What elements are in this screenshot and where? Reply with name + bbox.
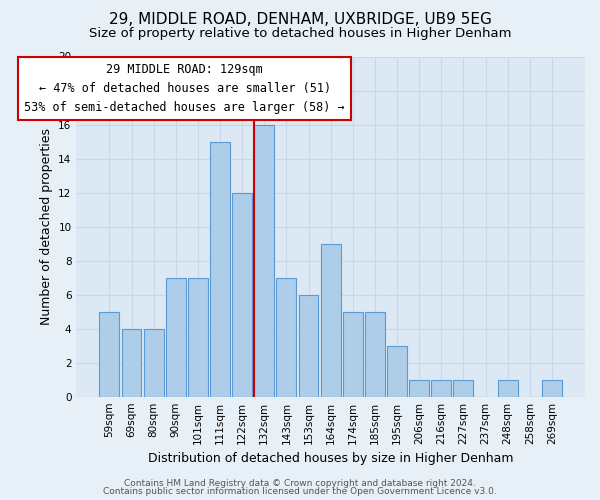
Bar: [542, 380, 562, 396]
Bar: [365, 312, 385, 396]
Bar: [232, 192, 252, 396]
Y-axis label: Number of detached properties: Number of detached properties: [40, 128, 53, 325]
Bar: [343, 312, 363, 396]
Bar: [210, 142, 230, 396]
Bar: [143, 328, 164, 396]
Bar: [166, 278, 186, 396]
Bar: [454, 380, 473, 396]
Text: Contains HM Land Registry data © Crown copyright and database right 2024.: Contains HM Land Registry data © Crown c…: [124, 478, 476, 488]
Bar: [254, 124, 274, 396]
Text: 29 MIDDLE ROAD: 129sqm
← 47% of detached houses are smaller (51)
53% of semi-det: 29 MIDDLE ROAD: 129sqm ← 47% of detached…: [25, 64, 345, 114]
Bar: [277, 278, 296, 396]
X-axis label: Distribution of detached houses by size in Higher Denham: Distribution of detached houses by size …: [148, 452, 514, 465]
Bar: [320, 244, 341, 396]
Bar: [498, 380, 518, 396]
Text: Size of property relative to detached houses in Higher Denham: Size of property relative to detached ho…: [89, 28, 511, 40]
Bar: [122, 328, 142, 396]
Bar: [188, 278, 208, 396]
Bar: [431, 380, 451, 396]
Text: 29, MIDDLE ROAD, DENHAM, UXBRIDGE, UB9 5EG: 29, MIDDLE ROAD, DENHAM, UXBRIDGE, UB9 5…: [109, 12, 491, 28]
Bar: [409, 380, 429, 396]
Bar: [299, 294, 319, 396]
Bar: [100, 312, 119, 396]
Bar: [387, 346, 407, 397]
Text: Contains public sector information licensed under the Open Government Licence v3: Contains public sector information licen…: [103, 487, 497, 496]
